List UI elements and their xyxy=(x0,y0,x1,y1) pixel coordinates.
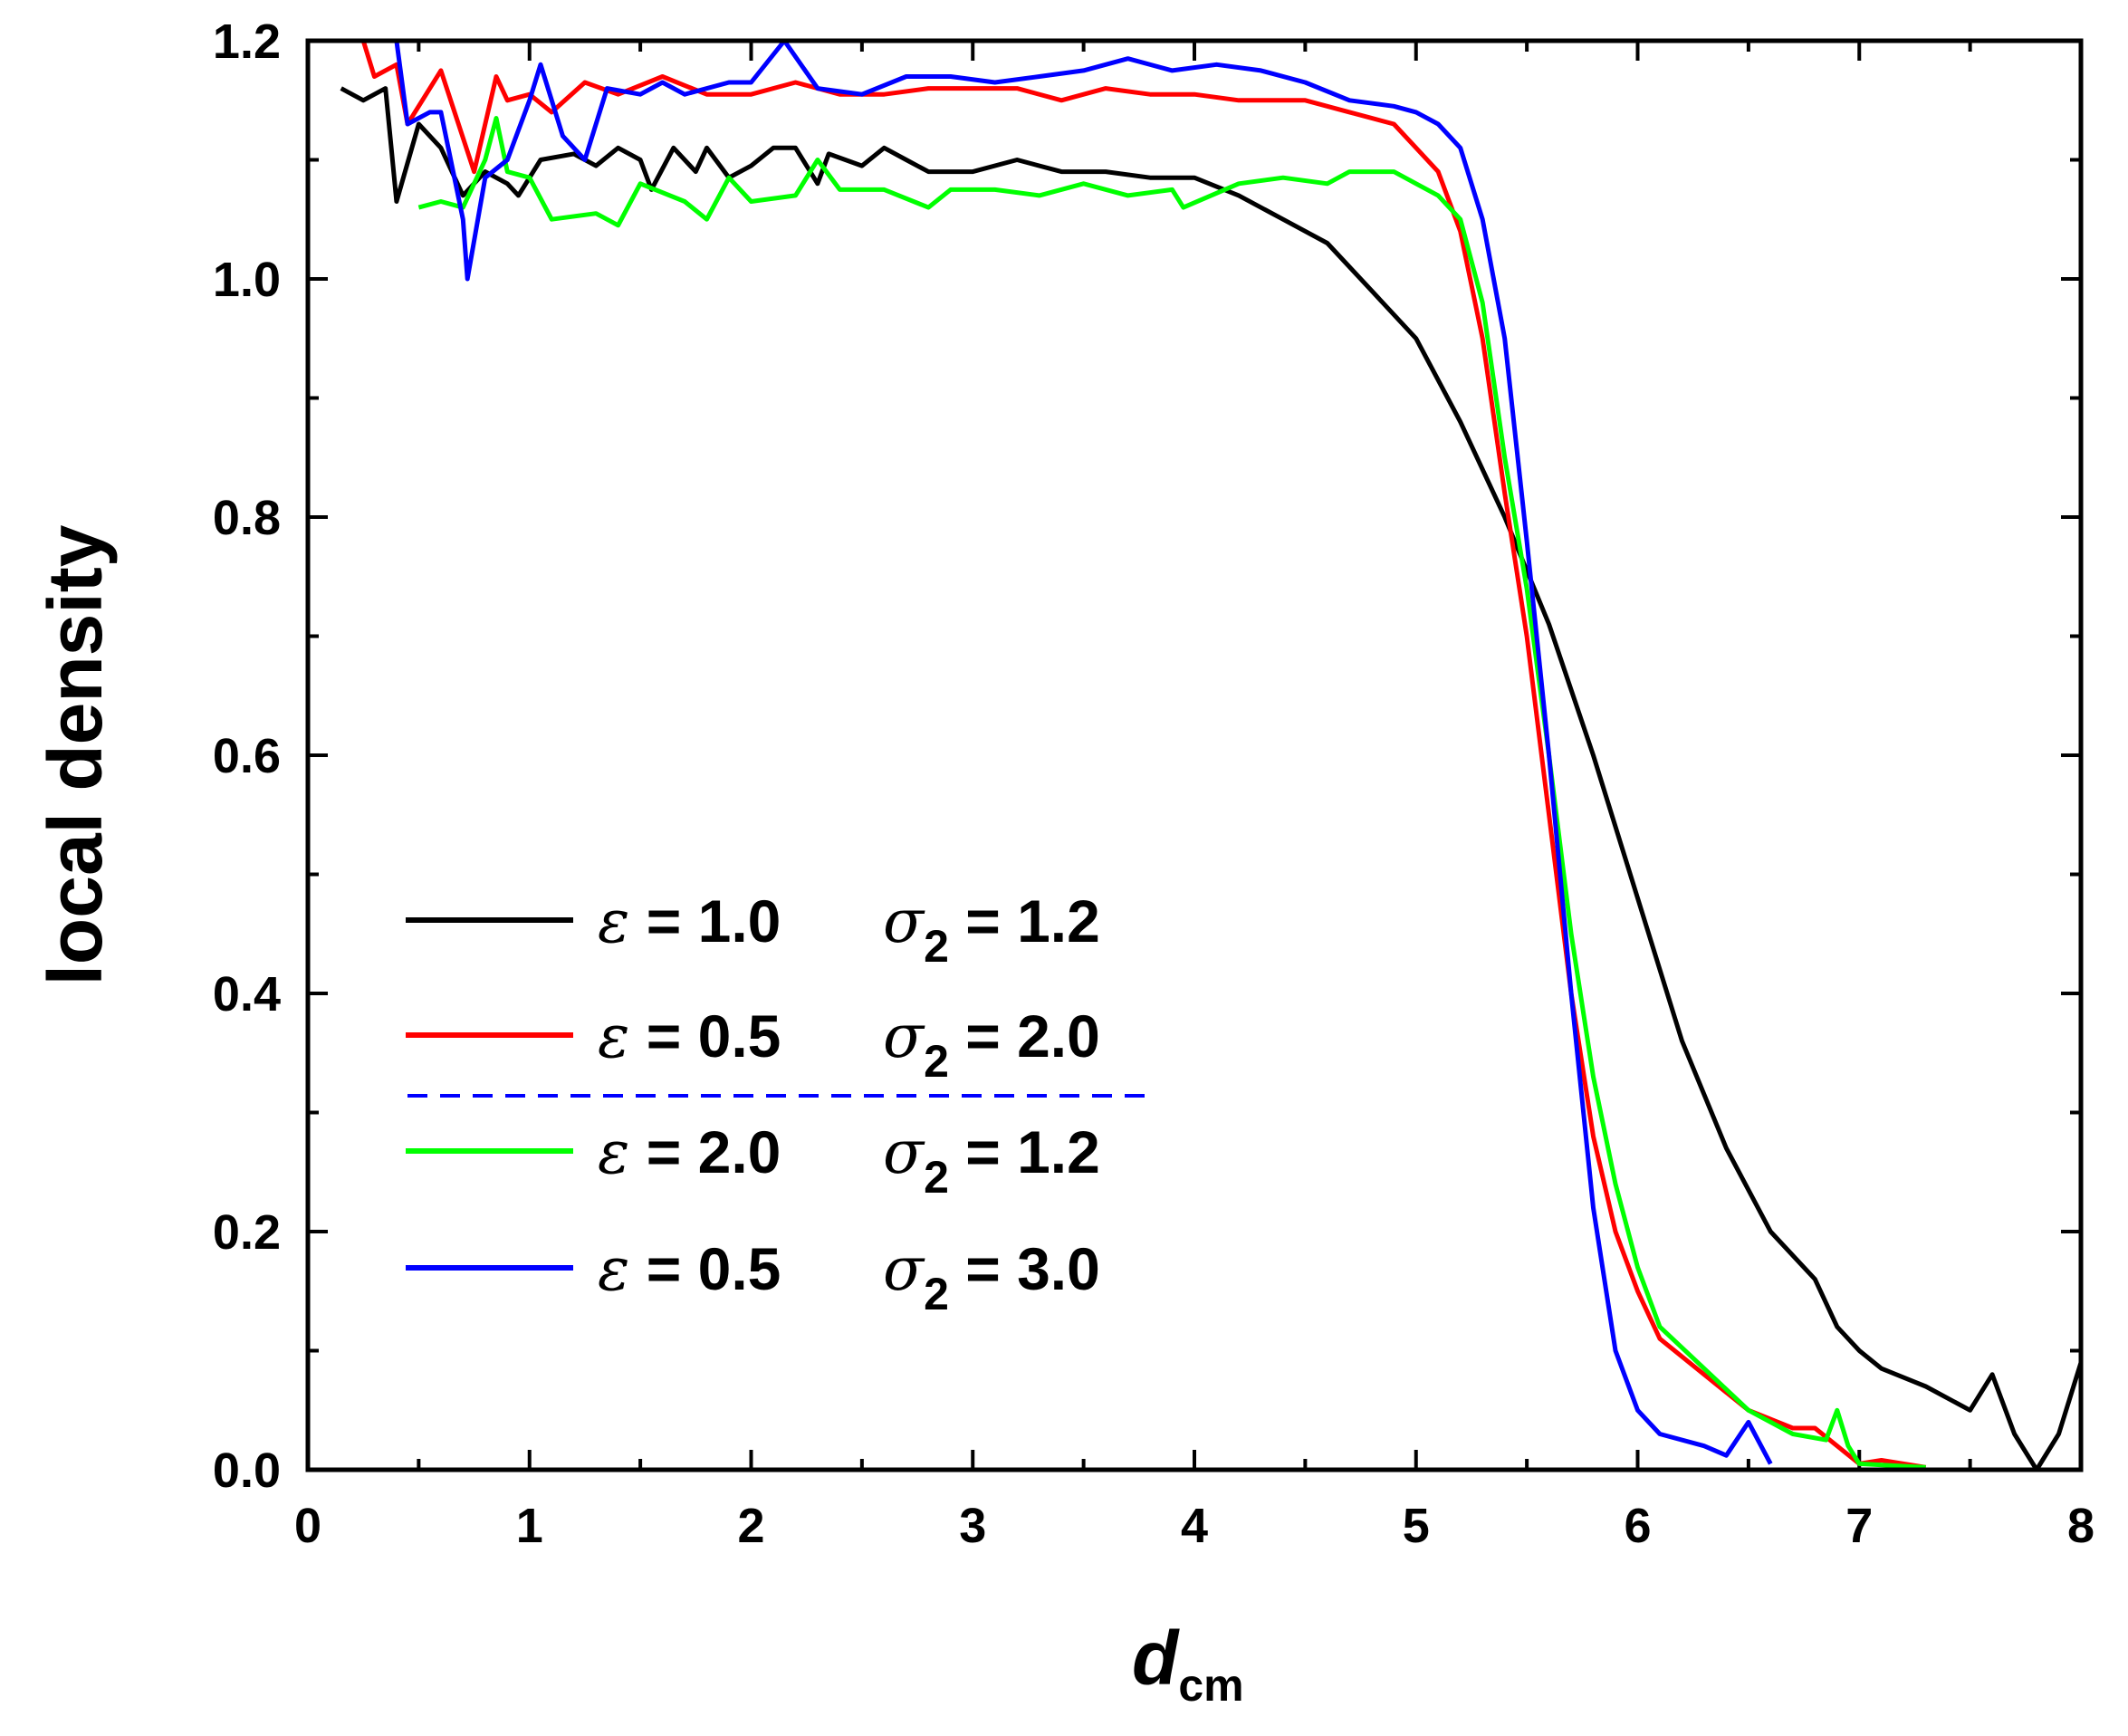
x-axis-label-main: d xyxy=(1132,1616,1180,1701)
sigma-subscript: 2 xyxy=(924,1036,949,1087)
x-tick-label: 8 xyxy=(2067,1499,2094,1553)
series-line-3 xyxy=(394,38,1773,1465)
y-tick-label: 1.0 xyxy=(213,253,281,307)
sigma-symbol: σ xyxy=(883,1234,925,1304)
epsilon-symbol: ε xyxy=(598,1234,629,1304)
legend-eps-value: = 2.0 xyxy=(629,1118,781,1185)
ticks: 0 1 2 3 4 5 6 7 8 0.0 0.2 0.4 0.6 0.8 1.0 1.2 xyxy=(213,14,2094,1553)
legend-eps-value: = 1.0 xyxy=(629,887,781,954)
x-tick-label: 2 xyxy=(737,1499,764,1553)
sigma-subscript: 2 xyxy=(924,1269,949,1319)
legend-eps-value: = 0.5 xyxy=(629,1002,781,1069)
sigma-symbol: σ xyxy=(883,1002,925,1071)
legend-label-sigma-0: σ2 = 1.2 xyxy=(883,887,1100,972)
legend: ε = 1.0 σ2 = 1.2ε = 0.5 σ2 = 2.0ε = 2.0 σ2 … xyxy=(406,887,1148,1319)
y-tick-label: 0.4 xyxy=(213,967,281,1021)
x-tick-label: 3 xyxy=(959,1499,986,1553)
legend-label-eps-3: ε = 0.5 xyxy=(598,1234,781,1304)
x-axis-label-sub: cm xyxy=(1178,1660,1243,1711)
y-tick-label: 0.6 xyxy=(213,729,281,783)
legend-label-eps-0: ε = 1.0 xyxy=(598,887,781,956)
y-tick-label: 1.2 xyxy=(213,14,281,69)
legend-label-sigma-2: σ2 = 1.2 xyxy=(883,1117,1100,1203)
sigma-symbol: σ xyxy=(883,1117,925,1187)
sigma-subscript: 2 xyxy=(924,921,949,972)
plot-frame xyxy=(305,38,2084,1472)
x-tick-label: 0 xyxy=(294,1499,321,1553)
legend-label-eps-2: ε = 2.0 xyxy=(598,1117,781,1187)
epsilon-symbol: ε xyxy=(598,1002,629,1071)
legend-eps-value: = 0.5 xyxy=(629,1235,781,1302)
series-lines xyxy=(340,38,2084,1472)
y-tick-label: 0.0 xyxy=(213,1443,281,1498)
sigma-subscript: 2 xyxy=(924,1152,949,1203)
legend-sigma-value: = 3.0 xyxy=(949,1235,1100,1302)
legend-label-eps-1: ε = 0.5 xyxy=(598,1002,781,1071)
x-tick-label: 1 xyxy=(516,1499,543,1553)
x-tick-label: 5 xyxy=(1403,1499,1430,1553)
legend-label-sigma-3: σ2 = 3.0 xyxy=(883,1234,1100,1319)
x-tick-label: 7 xyxy=(1845,1499,1873,1553)
series-line-1 xyxy=(340,38,1927,1470)
series-line-2 xyxy=(417,116,1926,1470)
y-tick-label: 0.8 xyxy=(213,491,281,545)
legend-sigma-value: = 1.2 xyxy=(949,887,1100,954)
y-tick-label: 0.2 xyxy=(213,1205,281,1260)
y-axis-label: local density xyxy=(33,524,118,985)
epsilon-symbol: ε xyxy=(598,1117,629,1187)
legend-label-sigma-1: σ2 = 2.0 xyxy=(883,1002,1100,1087)
x-axis-label: dcm xyxy=(1132,1616,1244,1711)
epsilon-symbol: ε xyxy=(598,887,629,956)
x-tick-label: 4 xyxy=(1181,1499,1208,1553)
series-line-0 xyxy=(340,86,2084,1472)
x-tick-label: 6 xyxy=(1624,1499,1651,1553)
legend-sigma-value: = 2.0 xyxy=(949,1002,1100,1069)
sigma-symbol: σ xyxy=(883,887,925,956)
legend-sigma-value: = 1.2 xyxy=(949,1118,1100,1185)
